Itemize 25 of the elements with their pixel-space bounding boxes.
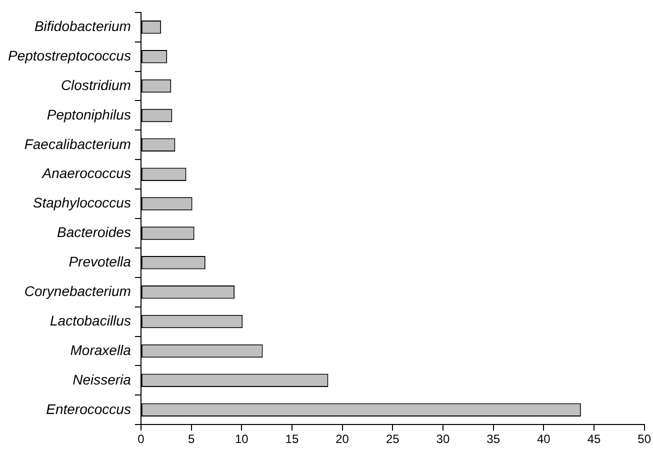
x-tick-label: 15 xyxy=(285,432,299,446)
x-tick-label: 35 xyxy=(486,432,500,446)
x-tick-label: 30 xyxy=(436,432,450,446)
x-tick-label: 5 xyxy=(188,432,195,446)
x-tick-label: 20 xyxy=(336,432,350,446)
x-tick-label: 10 xyxy=(234,432,249,446)
y-tick-label: Faecalibacterium xyxy=(24,136,132,152)
x-tick-label: 0 xyxy=(138,432,145,446)
y-tick-label: Clostridium xyxy=(60,76,132,93)
x-tick-label: 40 xyxy=(536,432,551,446)
y-tick-label: Anaerococcus xyxy=(41,165,131,182)
y-tick-label: Neisseria xyxy=(72,371,132,388)
y-tick-label: Staphylococcus xyxy=(32,194,131,211)
y-tick-label: Prevotella xyxy=(68,254,132,270)
y-tick-label: Corynebacterium xyxy=(24,283,132,299)
y-tick-label: Bacteroides xyxy=(57,224,131,240)
y-tick-label: Lactobacillus xyxy=(50,312,131,328)
x-tick-label: 50 xyxy=(638,432,652,446)
y-tick-label: Peptoniphilus xyxy=(46,106,131,122)
y-tick-label: Moraxella xyxy=(70,342,132,358)
y-tick-label: Enterococcus xyxy=(46,400,131,417)
y-tick-label: Peptostreptococcus xyxy=(8,47,131,64)
x-tick-label: 45 xyxy=(587,432,601,446)
x-tick-label: 25 xyxy=(386,432,400,446)
y-tick-label: Bifidobacterium xyxy=(34,18,132,34)
